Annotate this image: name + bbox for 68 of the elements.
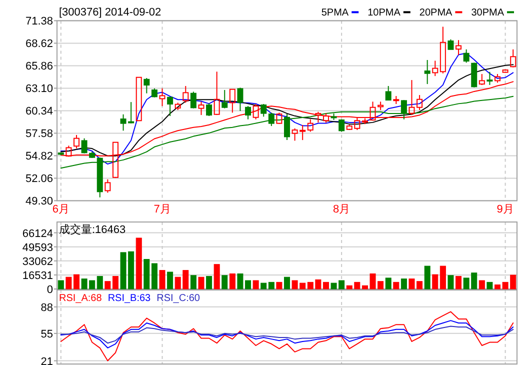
x-tick-label: 9月: [496, 204, 514, 216]
bar: [190, 275, 196, 290]
bar: [252, 280, 259, 290]
candlestick: [432, 60, 438, 77]
bar: [440, 266, 446, 290]
y-tick-label: 55: [40, 328, 53, 340]
bar: [276, 282, 282, 290]
y-tick-label: 16531: [22, 270, 53, 282]
bar: [268, 282, 274, 290]
y-tick-label: 49593: [22, 242, 53, 254]
candlestick: [284, 114, 290, 141]
text: RSI_C:60: [156, 293, 200, 304]
x-tick-label: 8月: [333, 204, 350, 216]
bar: [167, 272, 174, 290]
line-series: [60, 311, 514, 362]
y-tick-label: 88: [40, 302, 53, 314]
candlestick: [424, 59, 430, 85]
bar: [214, 264, 220, 290]
y-tick-label: 60.34: [25, 106, 53, 118]
bar: [159, 270, 166, 290]
bar: [478, 280, 485, 290]
bar: [222, 275, 228, 290]
bar: [206, 276, 212, 290]
legend-label: 5PMA: [321, 8, 349, 19]
candlestick: [378, 101, 384, 111]
y-tick-label: 71.38: [25, 16, 53, 28]
y-tick-label: 33062: [22, 256, 53, 268]
bar: [432, 274, 438, 290]
y-tick-label: 54.82: [25, 150, 53, 163]
legend-label: 10PMA: [368, 8, 401, 19]
bar: [456, 276, 462, 290]
bar: [448, 275, 454, 290]
y-tick-label: 66124: [22, 228, 53, 240]
bar: [424, 266, 430, 290]
y-tick-label: 63.10: [25, 83, 53, 96]
legend-label: 20PMA: [419, 8, 453, 19]
candlestick: [159, 88, 166, 107]
bar: [144, 258, 150, 290]
candlestick: [229, 88, 236, 114]
y-tick-label: 21: [40, 356, 53, 365]
y-tick-label: 52.06: [25, 173, 53, 186]
bar: [136, 238, 142, 290]
y-tick-label: 68.62: [25, 38, 53, 50]
line-series: [60, 52, 514, 165]
text: RSI_A:68: [59, 293, 102, 304]
chart-title: 成交量:16463: [59, 223, 126, 236]
series-label: RSI_B:63: [108, 293, 152, 304]
bar: [151, 263, 158, 290]
legend-label: 30PMA: [471, 8, 504, 19]
bar: [486, 282, 493, 290]
bar: [198, 276, 204, 290]
bar: [229, 273, 236, 290]
bar: [96, 276, 103, 290]
bar: [284, 276, 290, 290]
bar: [385, 278, 392, 290]
x-tick-label: 6月: [52, 204, 70, 216]
bar: [400, 278, 407, 290]
y-tick-label: 0: [46, 284, 53, 296]
y-tick-label: 49.30: [25, 196, 53, 208]
line-series: [60, 326, 514, 344]
bar: [393, 282, 400, 290]
x-tick-label: 7月: [154, 204, 171, 216]
bar: [58, 280, 64, 290]
y-tick-label: 57.58: [25, 128, 53, 140]
y-tick-label: 65.86: [25, 60, 53, 73]
chart-title: [300376] 2014-09-02: [59, 6, 162, 19]
line-series: [60, 320, 514, 348]
bar: [260, 282, 267, 290]
